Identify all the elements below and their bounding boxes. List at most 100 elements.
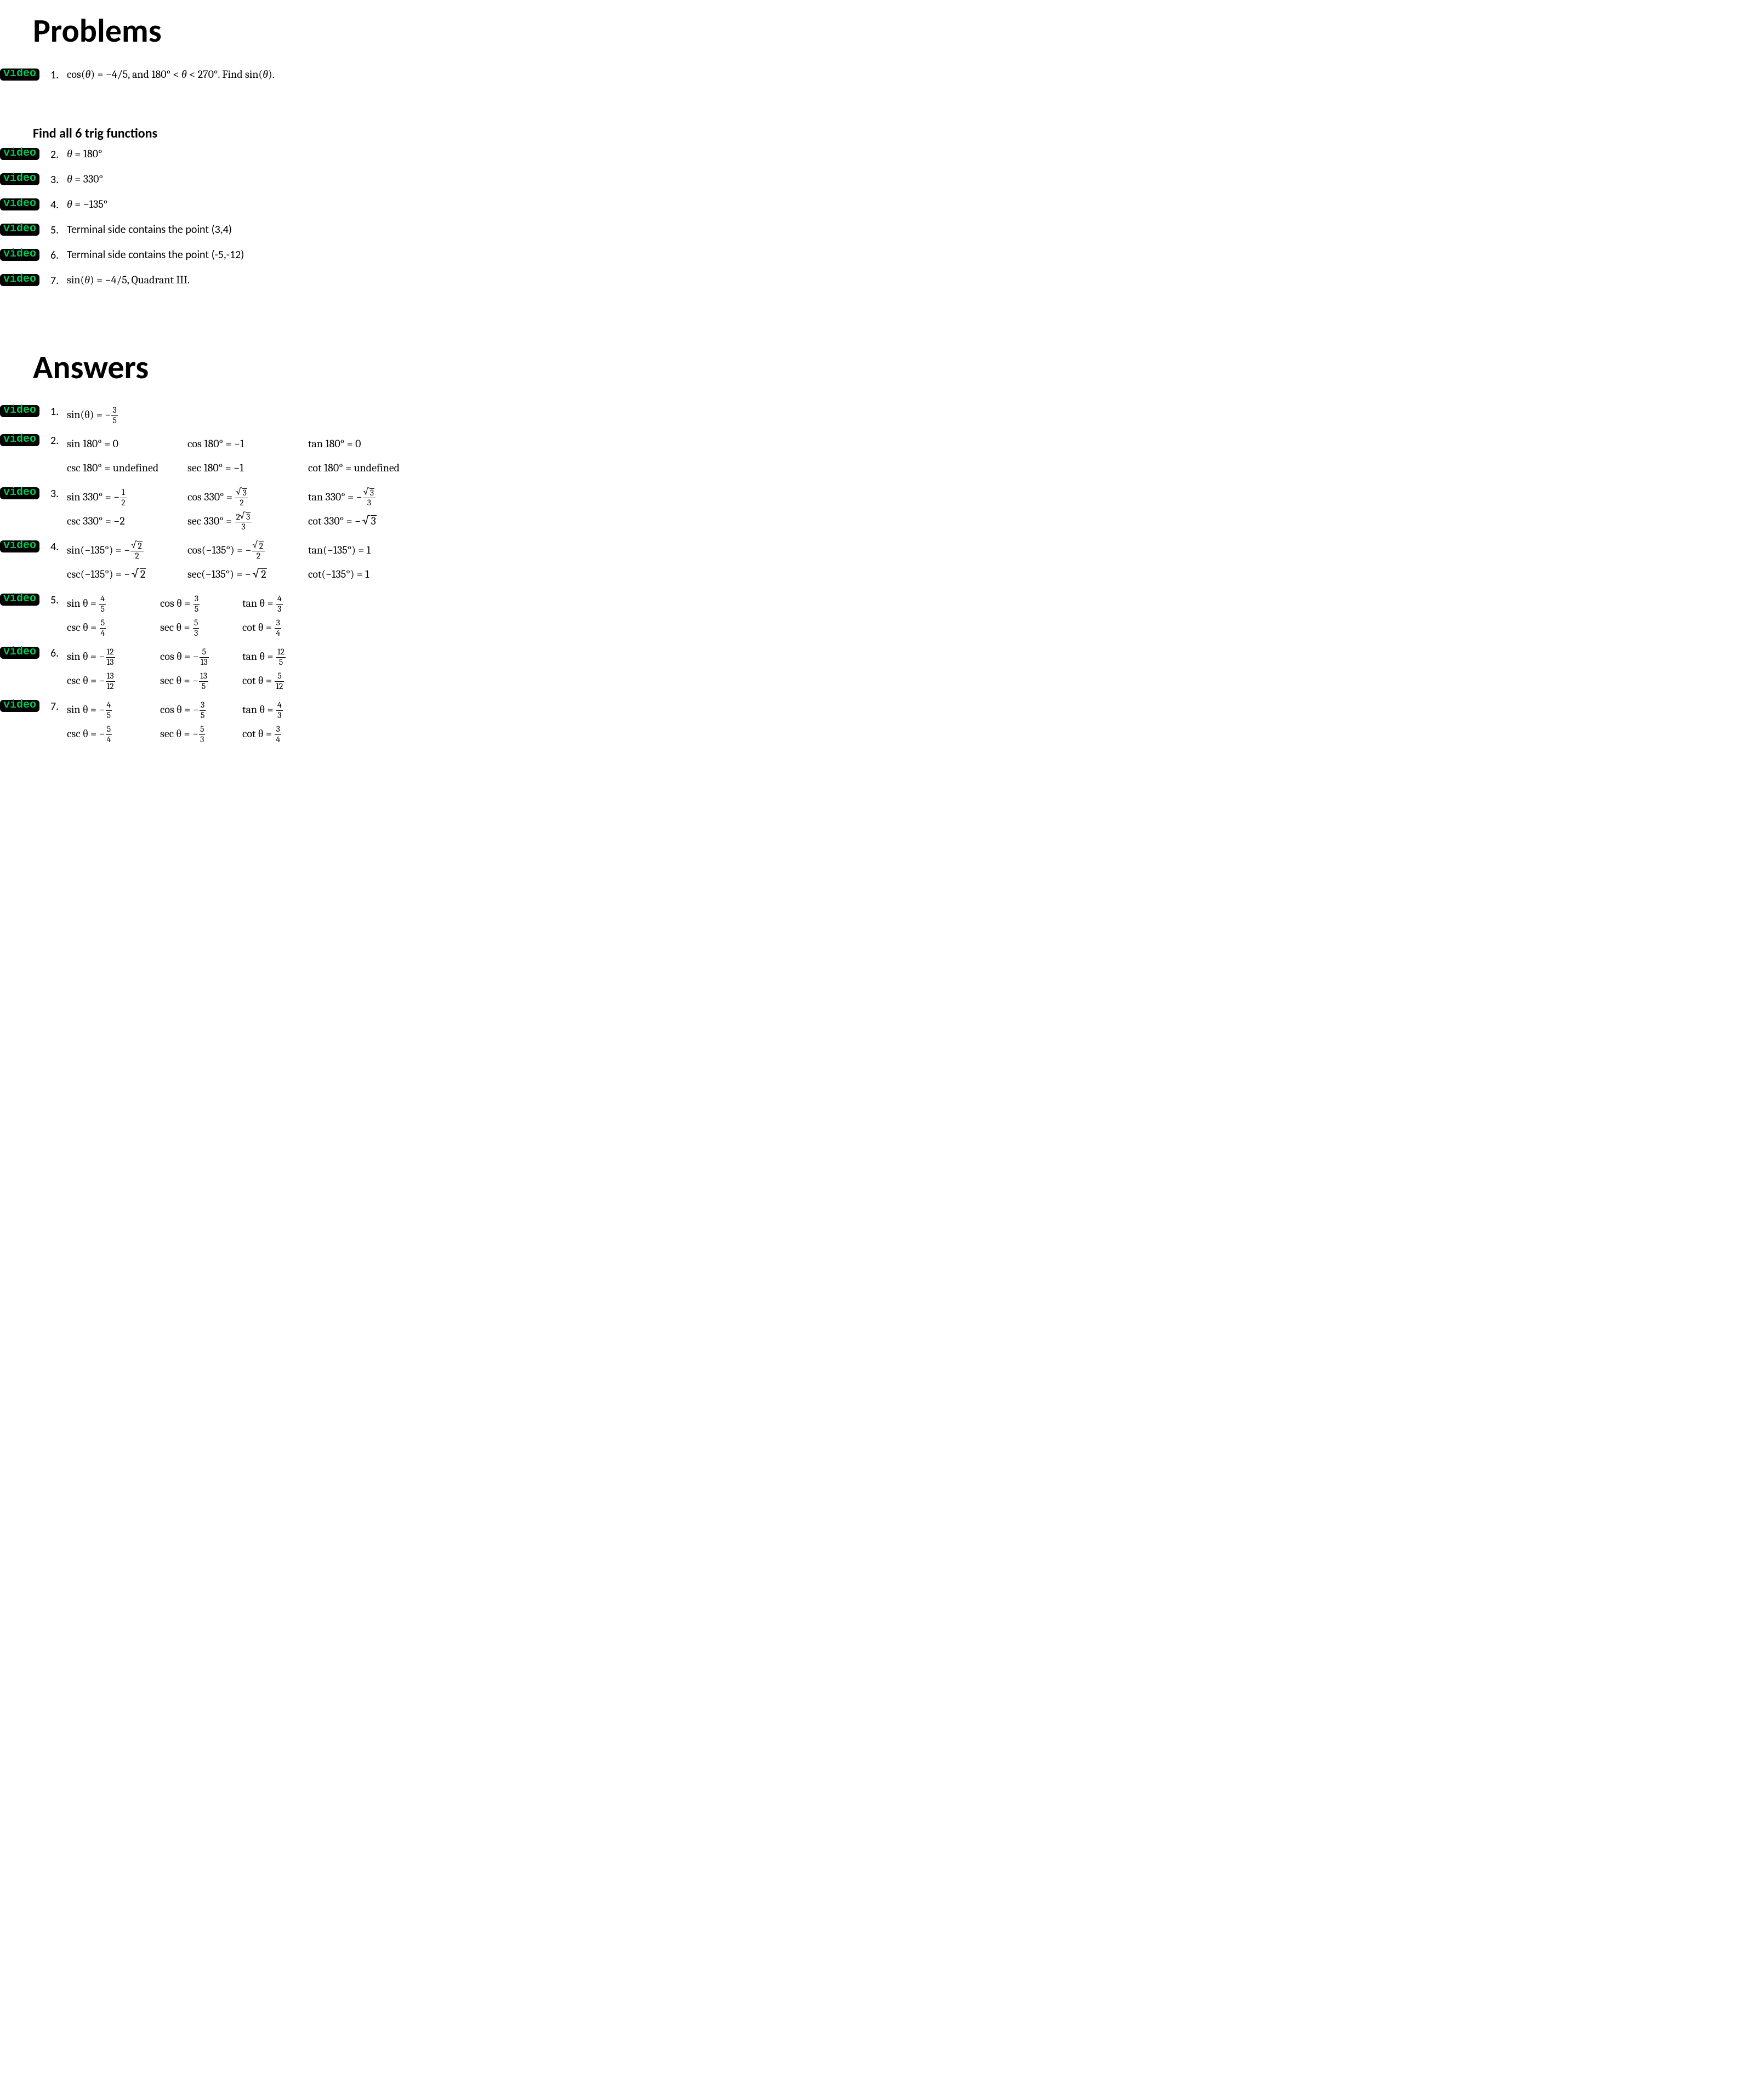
- answer-grid: sin 180° = 0cos 180° = −1tan 180° = 0 csc…: [67, 434, 515, 478]
- answer-cell: sin θ = −1213: [67, 646, 160, 667]
- video-button[interactable]: video: [0, 148, 39, 160]
- answer-row: video5.sin θ = 45cos θ = 35tan θ = 43csc…: [0, 592, 515, 638]
- answer-row: video 4.sin(−135°) = −22cos(−135°) = −22t…: [0, 539, 515, 585]
- answer-cell: cot 180° = undefined: [308, 458, 418, 478]
- answer-cell: cot θ = 34: [242, 723, 325, 744]
- problem-row: video 4.θ = −135°: [0, 197, 515, 215]
- video-button[interactable]: video: [0, 487, 39, 499]
- answer-content: sin 180° = 0cos 180° = −1tan 180° = 0 csc…: [67, 433, 515, 478]
- problem-number: 7.: [50, 273, 67, 287]
- answer-cell: sec 180° = −1: [187, 458, 308, 478]
- problem-number: 5.: [50, 223, 67, 237]
- answer-cell: cos 330° = 32: [187, 487, 308, 508]
- answer-grid: sin θ = −1213cos θ = −513tan θ = 125 csc …: [67, 646, 515, 691]
- answer-cell: cot(−135°) = 1: [308, 564, 418, 585]
- answer-number: 1.: [50, 404, 67, 418]
- problem-number: 4.: [50, 197, 67, 212]
- answer-cell: cot θ = 34: [242, 617, 325, 638]
- problem-row: video 2.θ = 180°: [0, 147, 515, 164]
- answer-cell: tan(−135°) = 1: [308, 540, 418, 561]
- problem-number: 3.: [50, 172, 67, 186]
- video-button[interactable]: video: [0, 274, 39, 286]
- problem-row: video 7.sin(θ) = −4/5, Quadrant III.: [0, 273, 515, 290]
- answer-number: 3.: [50, 486, 67, 500]
- answer-cell: tan θ = 125: [242, 646, 325, 667]
- answer-cell: csc θ = 54: [67, 617, 160, 638]
- answer-cell: cos θ = −35: [160, 699, 242, 720]
- video-button[interactable]: video: [0, 540, 39, 552]
- answer-cell: cos θ = 35: [160, 593, 242, 614]
- answer-row: video 3.sin 330° = −12cos 330° = 32tan 33…: [0, 486, 515, 532]
- answer-number: 5.: [50, 592, 67, 607]
- answer-row: video 1.sin(θ) = −35: [0, 404, 515, 425]
- answer-cell: cos θ = −513: [160, 646, 242, 667]
- answer-grid: sin θ = −45cos θ = −35tan θ = 43 csc θ = …: [67, 699, 515, 744]
- answer-cell: cos(−135°) = −22: [187, 540, 308, 561]
- problem-row: video 5.Terminal side contains the point …: [0, 223, 515, 240]
- answer-content: sin(−135°) = −22cos(−135°) = −22tan(−135…: [67, 539, 515, 585]
- video-button[interactable]: video: [0, 249, 39, 261]
- answer-cell: cos 180° = −1: [187, 434, 308, 454]
- answer-content: sin θ = −45cos θ = −35tan θ = 43 csc θ = …: [67, 699, 515, 744]
- video-button[interactable]: video: [0, 434, 39, 446]
- problem-text: θ = −135°: [67, 197, 515, 211]
- answer-cell: csc θ = −54: [67, 723, 160, 744]
- answer-row: video6.sin θ = −1213cos θ = −513tan θ = …: [0, 646, 515, 691]
- problems-heading: Problems: [33, 11, 515, 51]
- answer-grid: sin(−135°) = −22cos(−135°) = −22tan(−135…: [67, 540, 515, 585]
- problem-text: sin(θ) = −4/5, Quadrant III.: [67, 273, 515, 287]
- problem-row: video1.cos(θ) = −4/5, and 180° < θ < 270…: [0, 67, 515, 85]
- problem-text: Terminal side contains the point (3,4): [67, 223, 515, 236]
- video-button[interactable]: video: [0, 647, 39, 659]
- video-button[interactable]: video: [0, 594, 39, 606]
- answer-cell: tan 180° = 0: [308, 434, 418, 454]
- answer-cell: sin(θ) = −35: [67, 408, 118, 421]
- answer-cell: csc θ = −1312: [67, 670, 160, 691]
- problem-row: video 6.Terminal side contains the point …: [0, 248, 515, 265]
- answer-cell: sin(−135°) = −22: [67, 540, 187, 561]
- answer-cell: tan 330° = −33: [308, 487, 418, 508]
- answer-cell: cot θ = 512: [242, 670, 325, 691]
- answer-cell: csc(−135°) = − 2: [67, 564, 187, 585]
- spacer: [0, 298, 515, 347]
- problem-text: cos(θ) = −4/5, and 180° < θ < 270°. Find…: [67, 67, 515, 81]
- problem-number: 2.: [50, 147, 67, 161]
- answer-grid: sin 330° = −12cos 330° = 32tan 330° = −3…: [67, 487, 515, 532]
- video-button[interactable]: video: [0, 198, 39, 210]
- answer-cell: sin 180° = 0: [67, 434, 187, 454]
- answer-number: 2.: [50, 433, 67, 447]
- answer-cell: csc 180° = undefined: [67, 458, 187, 478]
- answers-heading: Answers: [33, 347, 515, 388]
- answer-cell: sin 330° = −12: [67, 487, 187, 508]
- problem-row: video 3.θ = 330°: [0, 172, 515, 190]
- answer-content: sin(θ) = −35: [67, 404, 515, 425]
- video-button[interactable]: video: [0, 700, 39, 712]
- answer-cell: cot 330° = − 3: [308, 511, 418, 532]
- video-button[interactable]: video: [0, 405, 39, 417]
- answer-content: sin θ = −1213cos θ = −513tan θ = 125 csc …: [67, 646, 515, 691]
- answer-row: video7.sin θ = −45cos θ = −35tan θ = 43c…: [0, 699, 515, 744]
- answer-cell: tan θ = 43: [242, 593, 325, 614]
- answer-grid: sin θ = 45cos θ = 35tan θ = 43csc θ = 54…: [67, 593, 515, 638]
- answer-number: 4.: [50, 539, 67, 554]
- problem-text: Terminal side contains the point (-5,-12…: [67, 248, 515, 261]
- answer-content: sin θ = 45cos θ = 35tan θ = 43csc θ = 54…: [67, 592, 515, 638]
- problem-number: 6.: [50, 248, 67, 262]
- answer-row: video 2.sin 180° = 0cos 180° = −1tan 180°…: [0, 433, 515, 478]
- video-button[interactable]: video: [0, 69, 39, 81]
- video-button[interactable]: video: [0, 173, 39, 185]
- answer-cell: sin θ = −45: [67, 699, 160, 720]
- problems-list: video1.cos(θ) = −4/5, and 180° < θ < 270…: [0, 67, 515, 290]
- page: Problems video1.cos(θ) = −4/5, and 180° …: [0, 0, 515, 785]
- answer-cell: sec θ = −53: [160, 723, 242, 744]
- answers-list: video1.sin(θ) = −35video2.sin 180° = 0co…: [0, 404, 515, 744]
- problem-text: θ = 180°: [67, 147, 515, 161]
- answer-cell: sec 330° = 233: [187, 511, 308, 532]
- answer-cell: csc 330° = −2: [67, 511, 187, 532]
- video-button[interactable]: video: [0, 224, 39, 236]
- problem-text: θ = 330°: [67, 172, 515, 186]
- answer-content: sin 330° = −12cos 330° = 32tan 330° = −3…: [67, 486, 515, 532]
- answer-cell: sec(−135°) = − 2: [187, 564, 308, 585]
- answer-cell: sec θ = −135: [160, 670, 242, 691]
- answer-cell: tan θ = 43: [242, 699, 325, 720]
